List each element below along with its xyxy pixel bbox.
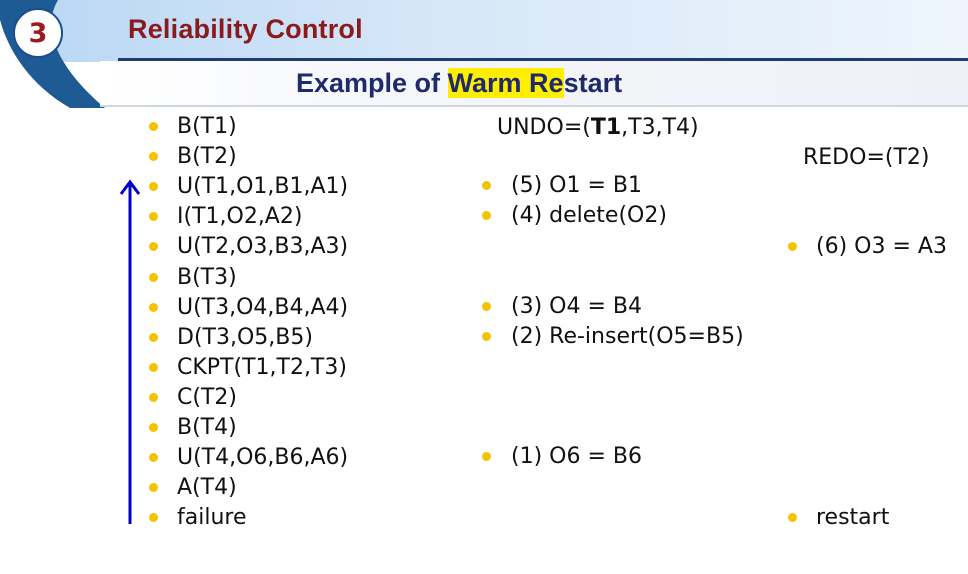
log-entry: U(T2,O3,B3,A3) [177, 234, 349, 260]
restart-label: restart [816, 505, 890, 530]
bullet-icon [149, 302, 158, 312]
header-rule [118, 58, 968, 61]
redo-set: REDO=(T2) [803, 145, 930, 170]
bullet-icon [149, 242, 158, 252]
bullet-icon [149, 182, 158, 192]
log-entry: B(T4) [177, 415, 237, 440]
log-entry: A(T4) [177, 475, 237, 501]
log-entry: D(T3,O5,B5) [177, 324, 313, 350]
bullet-icon [149, 423, 158, 432]
bullet-icon [149, 272, 158, 282]
section-number-badge: 3 [13, 8, 63, 58]
log-entry: B(T2) [177, 144, 237, 170]
undo-action-1: (1) O6 = B6 [511, 444, 642, 469]
subtitle-rule [100, 105, 968, 107]
bullet-icon [482, 181, 491, 190]
bullet-icon [482, 302, 491, 311]
log-entry: U(T4,O6,B6,A6) [177, 445, 349, 471]
up-arrow-icon [119, 179, 141, 524]
undo-set: UNDO=(T1,T3,T4) [497, 115, 699, 140]
log-entry: failure [177, 505, 247, 531]
bullet-icon [149, 332, 158, 342]
section-title: Reliability Control [128, 14, 363, 44]
bullet-icon [788, 513, 797, 522]
log-entry: U(T3,O4,B4,A4) [177, 294, 349, 320]
bullet-icon [149, 152, 158, 162]
bullet-icon [149, 122, 158, 131]
log-entry: I(T1,O2,A2) [177, 204, 303, 230]
bullet-icon [149, 362, 158, 372]
bullet-icon [149, 483, 158, 493]
bullet-icon [482, 211, 491, 220]
log-entry: C(T2) [177, 384, 237, 410]
log-entry: B(T3) [177, 264, 237, 290]
undo-action-2: (2) Re-insert(O5=B5) [511, 324, 744, 349]
bullet-icon [149, 513, 158, 523]
bullet-icon [149, 392, 158, 402]
slide-subtitle: Example of Warm Restart [296, 68, 623, 98]
bullet-icon [788, 242, 797, 251]
redo-action-6: (6) O3 = A3 [816, 234, 947, 259]
undo-action-4: (4) delete(O2) [511, 203, 667, 228]
undo-action-3: (3) O4 = B4 [511, 294, 642, 319]
log-entry: CKPT(T1,T2,T3) [177, 354, 347, 380]
log-entry: B(T1) [177, 114, 237, 139]
bullet-icon [149, 212, 158, 222]
log-entry: U(T1,O1,B1,A1) [177, 174, 349, 200]
bullet-icon [482, 452, 491, 461]
bullet-icon [149, 453, 158, 463]
undo-action-5: (5) O1 = B1 [511, 173, 642, 198]
bullet-icon [482, 332, 491, 341]
header-band [0, 0, 968, 62]
subtitle-highlight: Warm Re [447, 68, 564, 98]
